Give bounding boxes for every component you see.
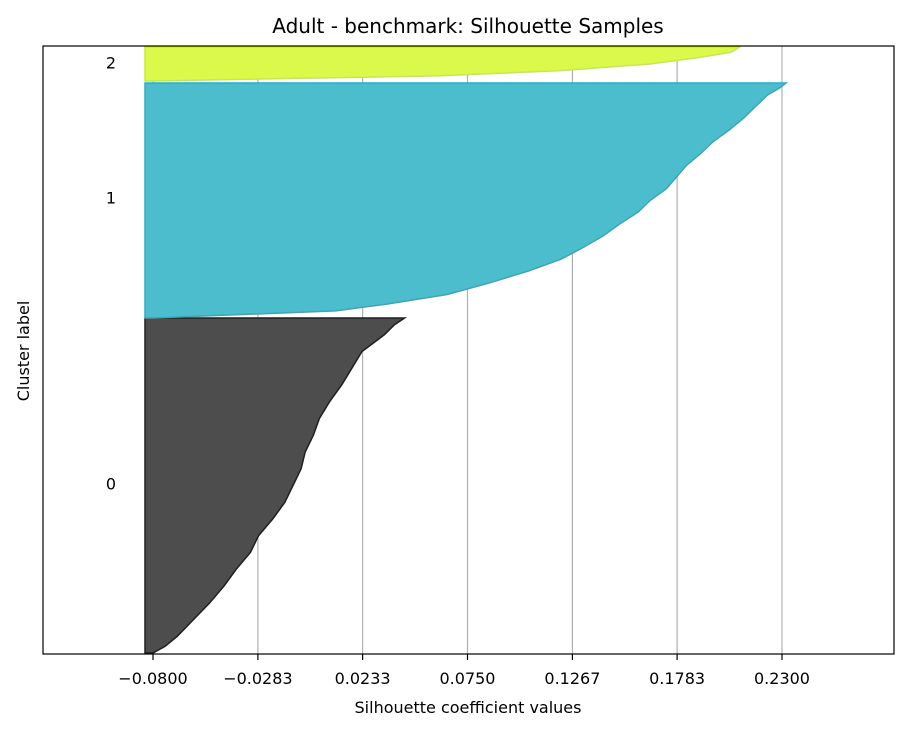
cluster-label-0: 0 — [106, 475, 116, 494]
x-axis-label: Silhouette coefficient values — [355, 698, 582, 717]
cluster-1-area — [144, 82, 789, 319]
x-tick-label: 0.0233 — [335, 669, 391, 688]
plot-frame — [42, 45, 895, 655]
cluster-label-layer: 0 1 2 — [106, 54, 116, 494]
x-tick-label: 0.2300 — [754, 669, 810, 688]
x-tick-label: −0.0283 — [223, 669, 292, 688]
cluster-0-area — [144, 317, 408, 654]
x-tick-label: 0.0750 — [440, 669, 496, 688]
y-axis-label: Cluster label — [14, 301, 33, 402]
cluster-2-area — [144, 46, 742, 82]
x-tick-label: 0.1267 — [544, 669, 600, 688]
chart-title: Adult - benchmark: Silhouette Samples — [272, 14, 663, 38]
cluster-label-1: 1 — [106, 189, 116, 208]
tick-layer: −0.0800 −0.0283 0.0233 0.0750 0.1267 0.1783 0.… — [118, 654, 810, 688]
x-tick-label: −0.0800 — [118, 669, 187, 688]
area-layer — [144, 46, 789, 654]
cluster-label-2: 2 — [106, 54, 116, 73]
x-tick-label: 0.1783 — [649, 669, 705, 688]
